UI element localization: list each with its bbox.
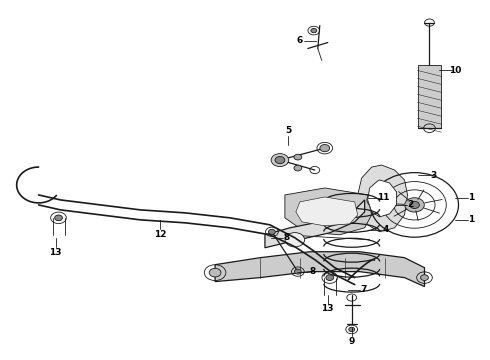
Text: 10: 10 [449, 66, 462, 75]
Text: 8: 8 [284, 233, 290, 242]
Text: 8: 8 [310, 267, 316, 276]
Text: 4: 4 [383, 225, 389, 234]
Circle shape [320, 144, 330, 152]
Polygon shape [265, 200, 365, 248]
Polygon shape [296, 197, 358, 226]
Text: 1: 1 [468, 215, 475, 224]
Text: 1: 1 [468, 193, 475, 202]
Circle shape [54, 215, 62, 221]
Polygon shape [358, 165, 408, 232]
Text: 3: 3 [431, 171, 437, 180]
Circle shape [269, 229, 275, 234]
Text: 2: 2 [408, 201, 414, 210]
Circle shape [209, 268, 221, 277]
Circle shape [271, 154, 289, 167]
Polygon shape [285, 188, 371, 235]
Circle shape [294, 154, 302, 160]
Polygon shape [368, 180, 396, 217]
Circle shape [349, 327, 355, 332]
Circle shape [285, 233, 305, 247]
Text: 9: 9 [348, 337, 355, 346]
Text: 6: 6 [296, 36, 303, 45]
Text: 5: 5 [285, 126, 291, 135]
Text: 13: 13 [321, 305, 334, 314]
Text: 11: 11 [377, 193, 390, 202]
Polygon shape [417, 66, 441, 128]
Text: 7: 7 [361, 285, 367, 294]
Circle shape [405, 198, 424, 212]
Text: 12: 12 [154, 230, 167, 239]
Polygon shape [215, 252, 424, 287]
Circle shape [410, 201, 419, 208]
Circle shape [294, 165, 302, 171]
Text: 13: 13 [49, 248, 62, 257]
Circle shape [294, 269, 301, 274]
Circle shape [372, 195, 384, 204]
Circle shape [420, 275, 428, 280]
Circle shape [311, 28, 317, 33]
Circle shape [326, 275, 334, 280]
Circle shape [275, 157, 285, 164]
